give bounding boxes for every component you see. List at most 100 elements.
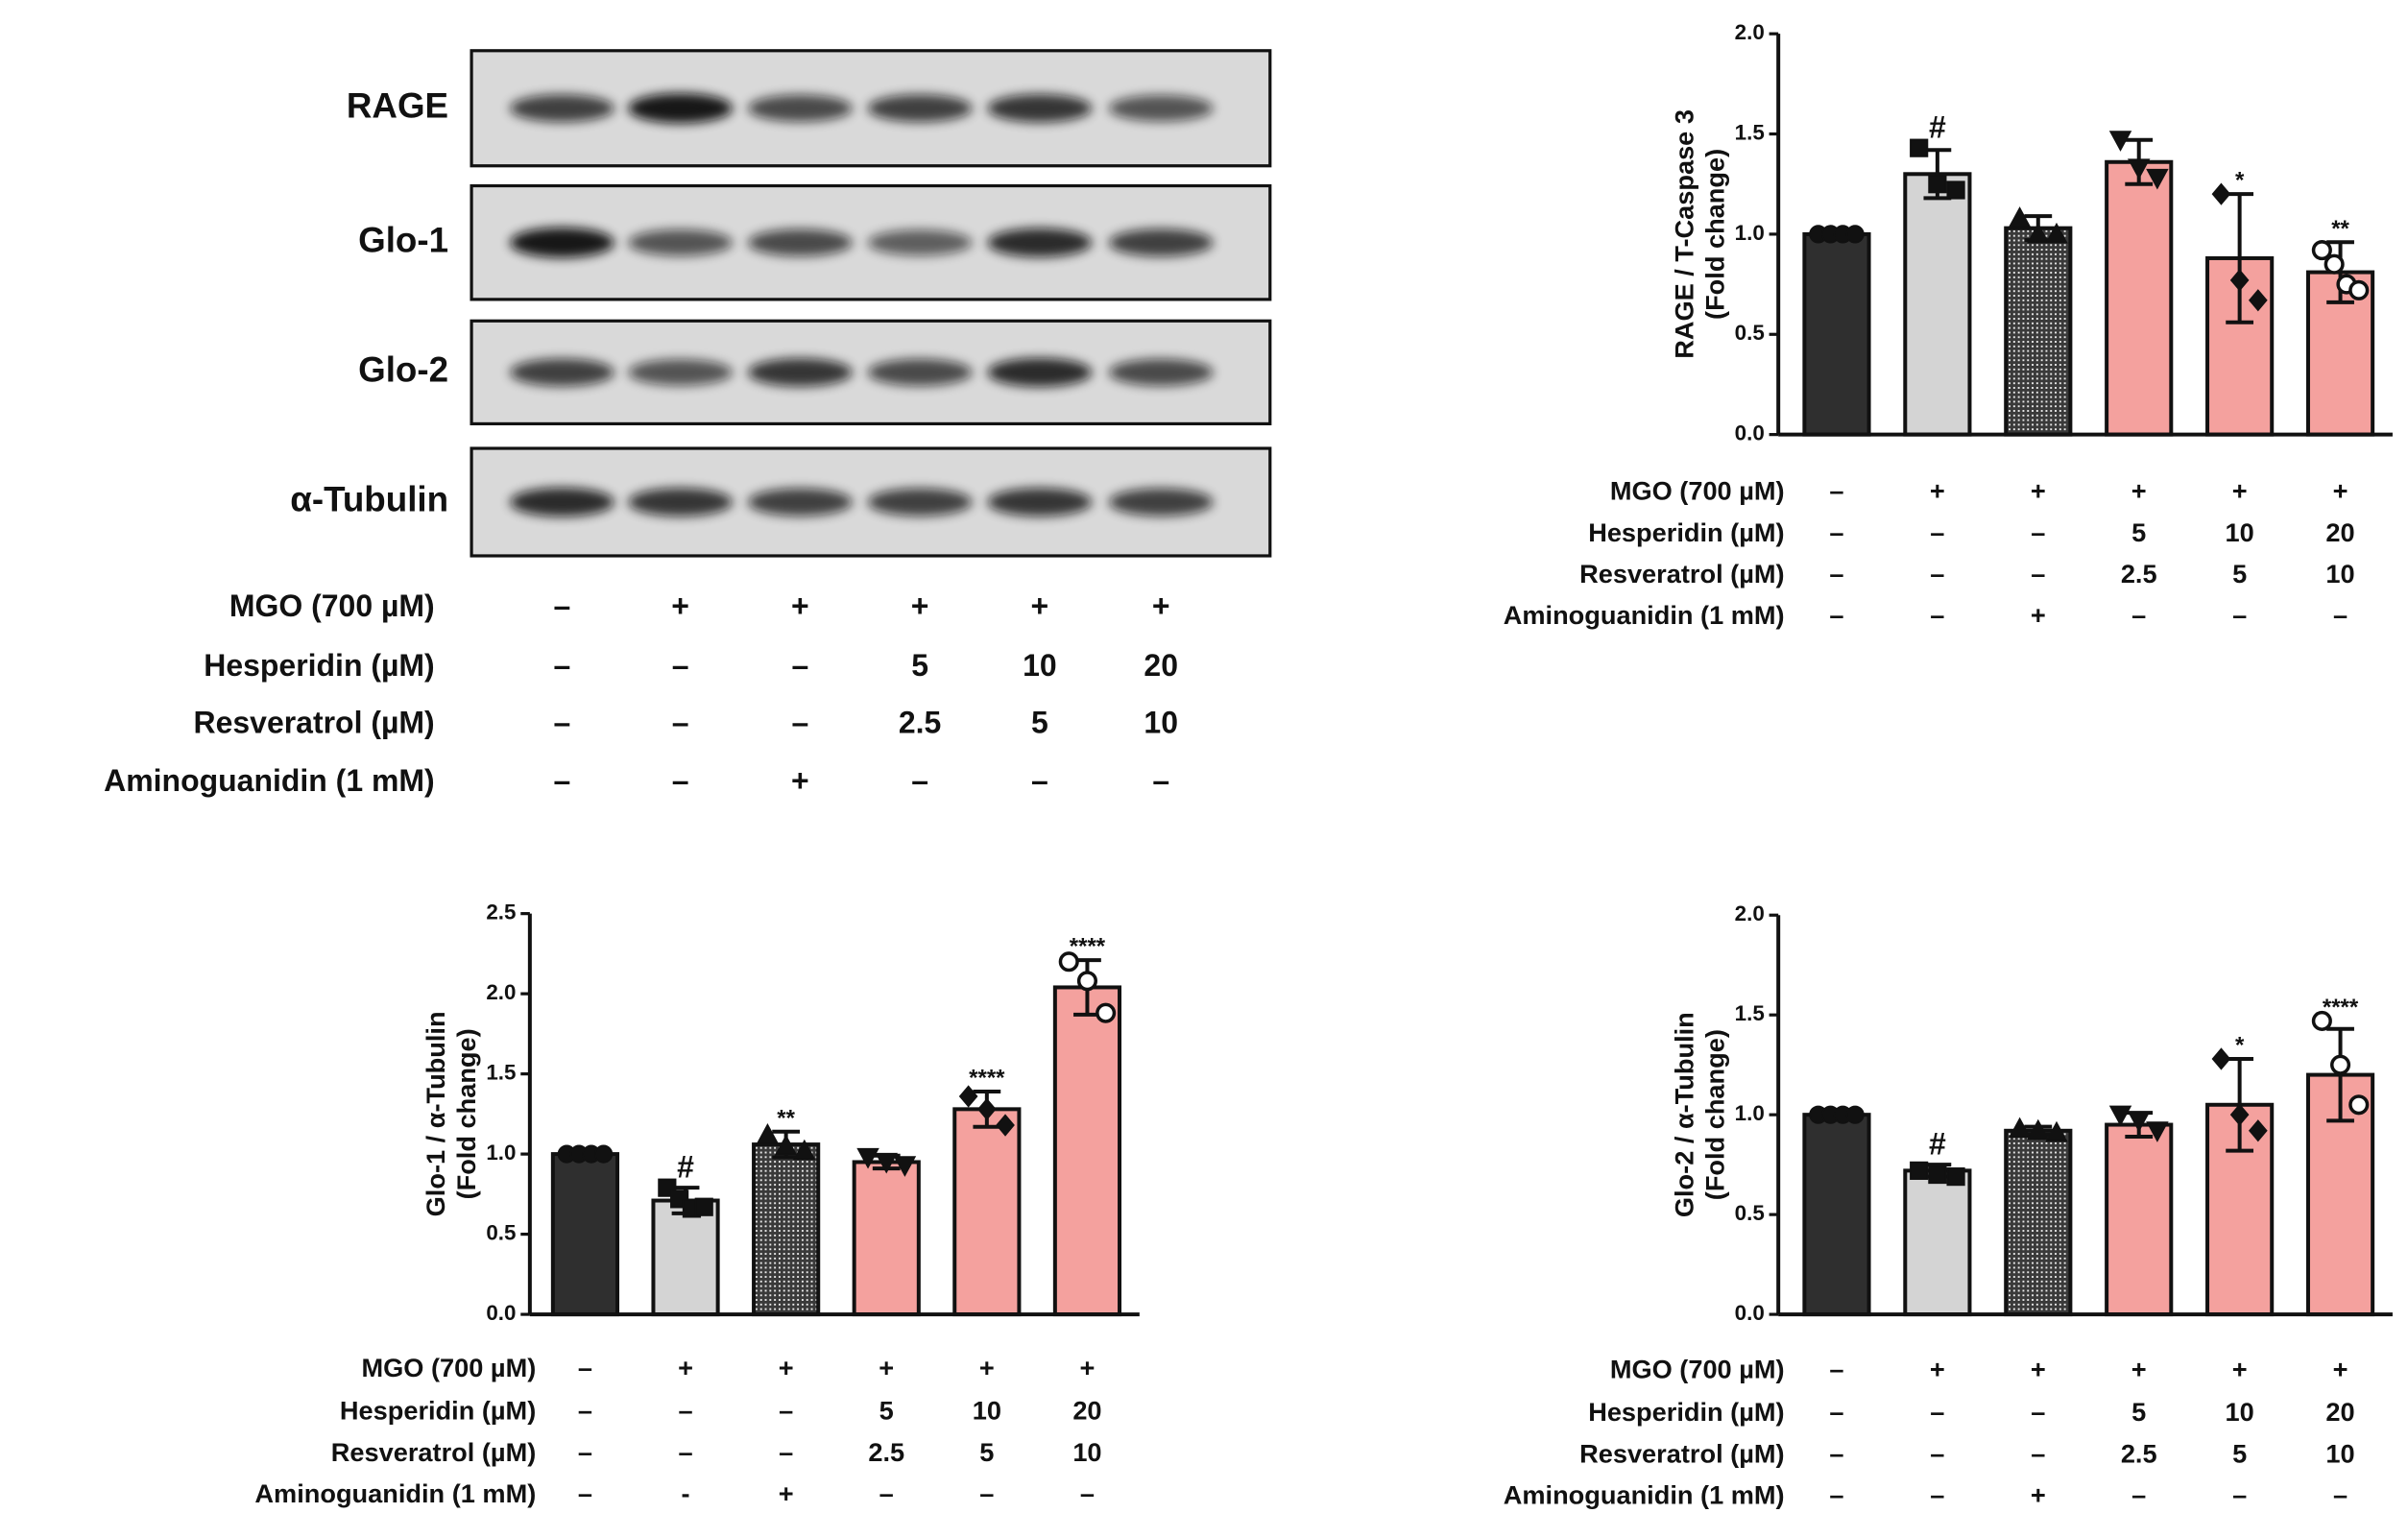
- data-point: [2324, 253, 2345, 275]
- treatment-value: –: [554, 705, 571, 739]
- treatment-value: +: [2131, 1354, 2147, 1383]
- y-tick-label: 2.5: [486, 901, 516, 925]
- blot-band: [867, 358, 973, 386]
- treatment-value: –: [2031, 1438, 2045, 1468]
- treatment-value: –: [1829, 517, 1843, 547]
- data-point: [1845, 225, 1865, 244]
- y-axis-label: Glo-1 / α-Tubulin: [421, 1011, 450, 1216]
- significance-label: #: [677, 1149, 694, 1184]
- data-point: [977, 1097, 997, 1120]
- data-point: [2045, 1120, 2068, 1142]
- treatment-value: +: [1930, 1354, 1945, 1383]
- blot-band: [1108, 358, 1214, 386]
- treatment-value: +: [911, 588, 929, 623]
- data-point: [2027, 222, 2050, 244]
- data-point: [2229, 1103, 2250, 1126]
- treatment-value: 2.5: [868, 1437, 904, 1467]
- treatment-label: Aminoguanidin (1 mM): [1504, 600, 1785, 630]
- treatment-value: –: [2333, 600, 2348, 630]
- blot-band: [1108, 228, 1214, 257]
- bar: [1802, 231, 1871, 437]
- bar: [952, 1107, 1022, 1317]
- blot-band: [510, 358, 614, 387]
- significance-label: *: [2235, 1032, 2245, 1058]
- data-point: [2008, 1117, 2032, 1139]
- treatment-value: 5: [2232, 1438, 2247, 1468]
- treatment-value: +: [879, 1353, 894, 1382]
- blot-band: [747, 228, 853, 256]
- treatment-value: –: [791, 705, 808, 739]
- data-point: [2008, 206, 2032, 228]
- treatment-value: –: [578, 1478, 592, 1508]
- y-axis-label: RAGE / T-Caspase 3: [1669, 109, 1698, 359]
- treatment-value: 5: [2232, 559, 2247, 588]
- treatment-value: 10: [1023, 648, 1057, 683]
- treatment-label: MGO (700 µM): [1610, 476, 1785, 506]
- data-point: [2146, 1121, 2169, 1142]
- data-point: [2211, 182, 2231, 205]
- significance-label: #: [1929, 1126, 1946, 1161]
- y-tick-label: 1.5: [1735, 1001, 1765, 1025]
- treatment-value: –: [779, 1396, 793, 1426]
- treatment-value: 5: [979, 1437, 994, 1467]
- treatment-value: –: [2333, 1480, 2348, 1510]
- blot-band: [1108, 488, 1214, 516]
- blot-row-label: Glo-2: [358, 350, 448, 390]
- data-point: [793, 1139, 816, 1161]
- blot-band: [510, 487, 614, 517]
- blot-row-label: α-Tubulin: [290, 480, 448, 519]
- treatment-value: –: [2031, 559, 2045, 588]
- treatment-value: +: [1080, 1353, 1096, 1382]
- treatment-value: 5: [879, 1396, 894, 1426]
- treatment-value: –: [578, 1353, 592, 1382]
- blot-band: [510, 94, 614, 123]
- y-tick-label: 0.5: [1735, 1201, 1765, 1225]
- treatment-value: 20: [1144, 648, 1178, 683]
- significance-label: ****: [969, 1066, 1005, 1092]
- treatment-value: –: [1829, 476, 1843, 506]
- bar: [550, 1152, 620, 1317]
- treatment-value: –: [2131, 600, 2146, 630]
- treatment-value: 5: [911, 648, 928, 683]
- treatment-label: Resveratrol (µM): [1579, 1438, 1784, 1468]
- treatment-value: –: [1829, 600, 1843, 630]
- treatment-value: +: [1930, 476, 1945, 506]
- blot-band: [747, 488, 853, 516]
- data-point: [2248, 289, 2268, 312]
- significance-label: **: [777, 1105, 795, 1131]
- blot-band: [628, 488, 733, 516]
- treatment-value: +: [2131, 476, 2147, 506]
- treatment-value: –: [672, 763, 689, 798]
- data-point: [2248, 1119, 2268, 1142]
- significance-label: **: [2331, 216, 2349, 242]
- treatment-value: –: [1829, 559, 1843, 588]
- treatment-value: –: [1930, 1480, 1944, 1510]
- data-point: [1928, 175, 1947, 194]
- significance-label: ****: [2323, 995, 2359, 1021]
- treatment-value: –: [1829, 1480, 1843, 1510]
- y-tick-label: 2.0: [1735, 901, 1765, 925]
- treatment-value: +: [1031, 588, 1049, 623]
- data-point: [694, 1197, 713, 1216]
- data-point: [1910, 1161, 1929, 1180]
- treatment-value: 2.5: [2121, 559, 2157, 588]
- data-point: [2108, 1105, 2132, 1127]
- bar: [1903, 172, 1972, 437]
- blot-band: [987, 228, 1093, 257]
- data-point: [1096, 1002, 1117, 1023]
- y-axis-label: (Fold change): [1699, 1029, 1729, 1200]
- data-point: [1946, 1167, 1965, 1187]
- treatment-value: 20: [1072, 1396, 1101, 1426]
- y-tick-label: 0.0: [1735, 1301, 1765, 1325]
- blot-band: [1108, 95, 1214, 122]
- blot-band: [510, 228, 614, 258]
- treatment-value: +: [2232, 476, 2248, 506]
- data-point: [2027, 1118, 2050, 1141]
- blot-band: [747, 358, 853, 387]
- blot-row-label: RAGE: [347, 85, 448, 125]
- treatment-value: +: [791, 763, 809, 798]
- y-tick-label: 1.0: [1735, 221, 1765, 245]
- treatment-value: 10: [2325, 559, 2354, 588]
- blot-band: [628, 228, 733, 256]
- treatment-value: 5: [1031, 705, 1048, 739]
